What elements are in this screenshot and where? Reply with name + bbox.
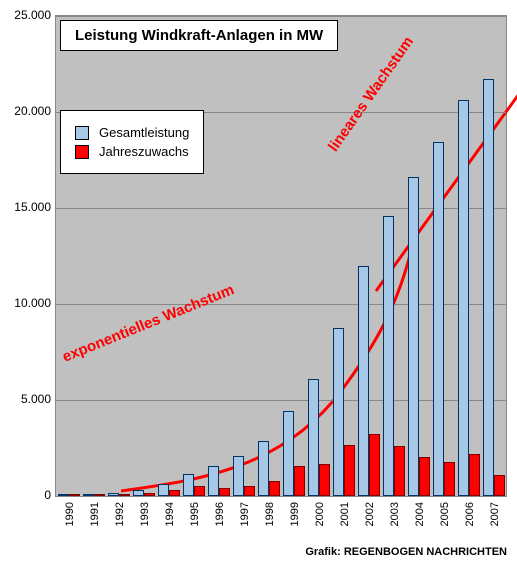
x-tick-label: 2005 bbox=[439, 502, 451, 526]
bar-gesamtleistung bbox=[208, 466, 219, 496]
x-tick-label: 2007 bbox=[489, 502, 501, 526]
legend: Gesamtleistung Jahreszuwachs bbox=[60, 110, 204, 174]
bar-jahreszuwachs bbox=[169, 490, 180, 496]
bar-jahreszuwachs bbox=[419, 457, 430, 496]
bar-jahreszuwachs bbox=[219, 488, 230, 496]
credit-text: Grafik: REGENBOGEN NACHRICHTEN bbox=[305, 546, 507, 558]
bar-gesamtleistung bbox=[133, 490, 144, 496]
bar-gesamtleistung bbox=[333, 328, 344, 496]
x-tick-label: 1990 bbox=[64, 502, 76, 526]
x-tick-label: 2002 bbox=[364, 502, 376, 526]
x-tick-label: 1997 bbox=[239, 502, 251, 526]
gridline bbox=[56, 16, 506, 17]
legend-item-gesamtleistung: Gesamtleistung bbox=[75, 125, 189, 140]
bar-jahreszuwachs bbox=[144, 493, 155, 496]
bar-jahreszuwachs bbox=[269, 481, 280, 496]
bar-gesamtleistung bbox=[258, 441, 269, 496]
y-tick-label: 5.000 bbox=[21, 392, 51, 406]
bar-jahreszuwachs bbox=[494, 475, 505, 496]
y-tick-label: 0 bbox=[44, 488, 51, 502]
x-tick-label: 2006 bbox=[464, 502, 476, 526]
y-tick-label: 10.000 bbox=[14, 296, 51, 310]
bar-jahreszuwachs bbox=[394, 446, 405, 496]
x-tick-label: 2004 bbox=[414, 502, 426, 526]
bar-gesamtleistung bbox=[233, 456, 244, 496]
bar-jahreszuwachs bbox=[469, 454, 480, 496]
bar-jahreszuwachs bbox=[369, 434, 380, 496]
y-tick-label: 25.000 bbox=[14, 8, 51, 22]
bar-gesamtleistung bbox=[283, 411, 294, 496]
x-tick-label: 1991 bbox=[89, 502, 101, 526]
bar-jahreszuwachs bbox=[319, 464, 330, 496]
x-tick-label: 1993 bbox=[139, 502, 151, 526]
x-tick-label: 2001 bbox=[339, 502, 351, 526]
chart-title: Leistung Windkraft-Anlagen in MW bbox=[60, 20, 338, 51]
bar-gesamtleistung bbox=[108, 493, 119, 496]
bar-jahreszuwachs bbox=[444, 462, 455, 496]
x-tick-label: 1995 bbox=[189, 502, 201, 526]
bar-gesamtleistung bbox=[58, 494, 69, 496]
bar-gesamtleistung bbox=[383, 216, 394, 496]
chart-frame: Leistung Windkraft-Anlagen in MW Gesamtl… bbox=[0, 0, 517, 566]
x-tick-label: 2003 bbox=[389, 502, 401, 526]
legend-item-jahreszuwachs: Jahreszuwachs bbox=[75, 144, 189, 159]
bar-jahreszuwachs bbox=[344, 445, 355, 496]
bar-jahreszuwachs bbox=[69, 494, 80, 496]
bar-jahreszuwachs bbox=[94, 494, 105, 496]
bar-gesamtleistung bbox=[408, 177, 419, 496]
legend-swatch-1 bbox=[75, 126, 89, 140]
lin-curve bbox=[376, 43, 517, 291]
legend-label-1: Gesamtleistung bbox=[99, 125, 189, 140]
bar-gesamtleistung bbox=[158, 484, 169, 496]
x-tick-label: 1994 bbox=[164, 502, 176, 526]
bar-gesamtleistung bbox=[308, 379, 319, 496]
bar-jahreszuwachs bbox=[244, 486, 255, 496]
x-tick-label: 1998 bbox=[264, 502, 276, 526]
y-tick-label: 20.000 bbox=[14, 104, 51, 118]
legend-swatch-2 bbox=[75, 145, 89, 159]
x-tick-label: 1992 bbox=[114, 502, 126, 526]
bar-jahreszuwachs bbox=[119, 494, 130, 496]
x-tick-label: 2000 bbox=[314, 502, 326, 526]
y-tick-label: 15.000 bbox=[14, 200, 51, 214]
x-tick-label: 1996 bbox=[214, 502, 226, 526]
bar-gesamtleistung bbox=[83, 494, 94, 496]
legend-label-2: Jahreszuwachs bbox=[99, 144, 189, 159]
bar-jahreszuwachs bbox=[194, 486, 205, 496]
bar-gesamtleistung bbox=[458, 100, 469, 496]
bar-gesamtleistung bbox=[433, 142, 444, 496]
bar-gesamtleistung bbox=[483, 79, 494, 496]
bar-jahreszuwachs bbox=[294, 466, 305, 496]
x-tick-label: 1999 bbox=[289, 502, 301, 526]
plot-area bbox=[55, 15, 507, 497]
bar-gesamtleistung bbox=[358, 266, 369, 496]
bar-gesamtleistung bbox=[183, 474, 194, 496]
